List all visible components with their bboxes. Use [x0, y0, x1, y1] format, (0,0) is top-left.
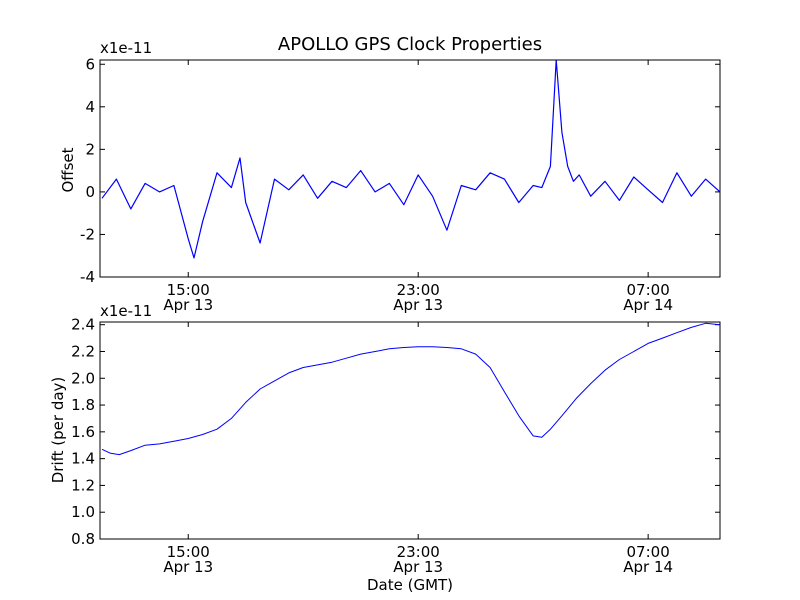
offset-multiplier-label: x1e-11: [100, 39, 152, 57]
x-tick-date-label: Apr 14: [623, 296, 673, 314]
drift-multiplier-label: x1e-11: [100, 302, 152, 320]
drift-panel: x1e-11 Drift (per day) 0.8 1.0 1.2 1.4 1.6 1.…: [49, 302, 721, 576]
x-tick-date-label: Apr 13: [393, 296, 443, 314]
x-tick-date-label: Apr 13: [163, 558, 213, 576]
drift-axes-frame: [99, 321, 721, 540]
x-tick-date-label: Apr 13: [393, 558, 443, 576]
x-tick-date-label: Apr 14: [623, 558, 673, 576]
x-tick-time-label: 07:00: [627, 543, 670, 561]
series-line: [101, 322, 720, 456]
y-tick-label: 2.2: [71, 342, 95, 360]
y-tick-label: 1.4: [71, 450, 95, 468]
x-tick-time-label: 23:00: [397, 281, 440, 299]
y-tick-label: 6: [85, 55, 95, 73]
y-tick-label: 1.6: [71, 423, 95, 441]
offset-series-line: [101, 60, 720, 259]
offset-axes-frame: [99, 59, 721, 278]
x-tick-time-label: 07:00: [627, 281, 670, 299]
drift-series-line: [101, 322, 720, 456]
x-tick-time-label: 15:00: [167, 543, 210, 561]
y-tick-label: 1.0: [71, 503, 95, 521]
y-tick-label: 4: [85, 98, 95, 116]
y-tick-label: 0.8: [71, 530, 95, 548]
x-tick-time-label: 23:00: [397, 543, 440, 561]
y-tick-label: 2.0: [71, 369, 95, 387]
offset-y-axis-label: Offset: [59, 147, 77, 192]
y-tick-label: 1.8: [71, 396, 95, 414]
figure-title: APOLLO GPS Clock Properties: [278, 34, 542, 55]
x-tick-date-label: Apr 13: [163, 296, 213, 314]
x-axis-label: Date (GMT): [367, 576, 453, 594]
y-tick-label: 0: [85, 183, 95, 201]
y-tick-label: -2: [80, 225, 95, 243]
y-tick-label: 2: [85, 140, 95, 158]
y-tick-label: 1.2: [71, 476, 95, 494]
drift-y-axis-label: Drift (per day): [49, 377, 67, 484]
y-tick-label: 2.4: [71, 316, 95, 334]
series-line: [101, 60, 720, 259]
x-tick-time-label: 15:00: [167, 281, 210, 299]
y-tick-label: -4: [80, 268, 95, 286]
